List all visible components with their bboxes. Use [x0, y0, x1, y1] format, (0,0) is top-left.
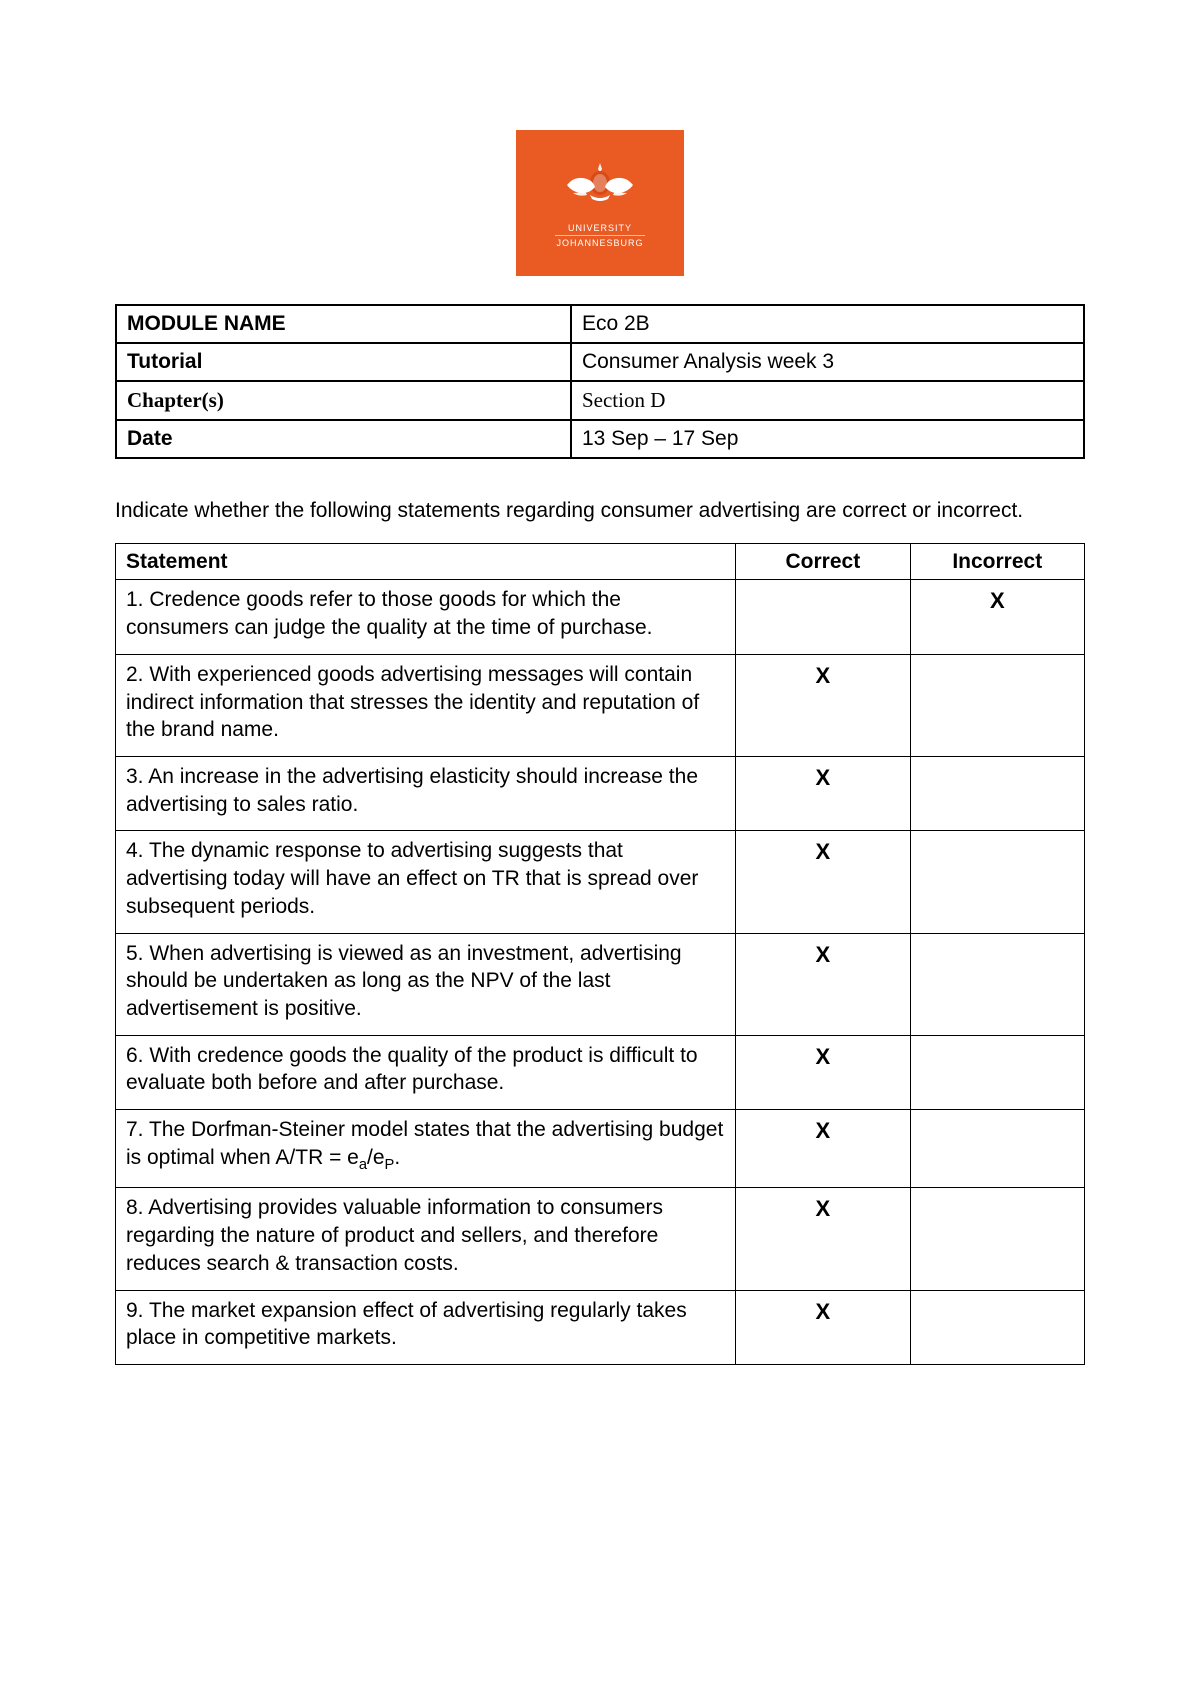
logo-divider	[555, 235, 645, 236]
incorrect-cell	[910, 831, 1084, 933]
statement-text: 7. The Dorfman-Steiner model states that…	[116, 1110, 736, 1188]
correct-cell: X	[736, 933, 910, 1035]
mark: X	[816, 663, 831, 688]
incorrect-cell	[910, 1110, 1084, 1188]
statement-row: 2. With experienced goods advertising me…	[116, 654, 1085, 756]
incorrect-cell	[910, 654, 1084, 756]
mark: X	[816, 1196, 831, 1221]
statement-text: 1. Credence goods refer to those goods f…	[116, 580, 736, 654]
incorrect-cell	[910, 756, 1084, 830]
info-row-chapter: Chapter(s) Section D	[116, 381, 1084, 420]
statement-text-part: /e	[367, 1146, 385, 1169]
info-value: Consumer Analysis week 3	[571, 343, 1084, 381]
mark: X	[816, 942, 831, 967]
statement-row: 5. When advertising is viewed as an inve…	[116, 933, 1085, 1035]
mark: X	[816, 1044, 831, 1069]
info-value: Eco 2B	[571, 305, 1084, 343]
incorrect-cell	[910, 1188, 1084, 1290]
statement-row: 1. Credence goods refer to those goods f…	[116, 580, 1085, 654]
info-row-tutorial: Tutorial Consumer Analysis week 3	[116, 343, 1084, 381]
module-info-table: MODULE NAME Eco 2B Tutorial Consumer Ana…	[115, 304, 1085, 459]
subscript: P	[385, 1157, 395, 1173]
statement-header-row: Statement Correct Incorrect	[116, 544, 1085, 580]
correct-cell	[736, 580, 910, 654]
statement-text: 2. With experienced goods advertising me…	[116, 654, 736, 756]
correct-cell: X	[736, 756, 910, 830]
statement-row: 3. An increase in the advertising elasti…	[116, 756, 1085, 830]
mark: X	[816, 1299, 831, 1324]
statement-text: 9. The market expansion effect of advert…	[116, 1290, 736, 1364]
info-value: 13 Sep – 17 Sep	[571, 420, 1084, 458]
correct-cell: X	[736, 831, 910, 933]
statement-row: 9. The market expansion effect of advert…	[116, 1290, 1085, 1364]
info-row-module: MODULE NAME Eco 2B	[116, 305, 1084, 343]
statement-row: 6. With credence goods the quality of th…	[116, 1035, 1085, 1109]
header-statement: Statement	[116, 544, 736, 580]
statement-text: 6. With credence goods the quality of th…	[116, 1035, 736, 1109]
statement-row: 7. The Dorfman-Steiner model states that…	[116, 1110, 1085, 1188]
header-incorrect: Incorrect	[910, 544, 1084, 580]
incorrect-cell	[910, 1035, 1084, 1109]
mark: X	[816, 765, 831, 790]
incorrect-cell: X	[910, 580, 1084, 654]
statement-text-part: 7. The Dorfman-Steiner model states that…	[126, 1118, 723, 1169]
instruction-text: Indicate whether the following statement…	[115, 497, 1085, 525]
correct-cell: X	[736, 1188, 910, 1290]
statement-text: 4. The dynamic response to advertising s…	[116, 831, 736, 933]
info-label: MODULE NAME	[116, 305, 571, 343]
correct-cell: X	[736, 1110, 910, 1188]
logo-emblem-icon	[516, 152, 684, 217]
statement-text: 8. Advertising provides valuable informa…	[116, 1188, 736, 1290]
header-correct: Correct	[736, 544, 910, 580]
logo-container: UNIVERSITY JOHANNESBURG	[115, 130, 1085, 276]
info-label: Chapter(s)	[116, 381, 571, 420]
correct-cell: X	[736, 1035, 910, 1109]
mark: X	[816, 1118, 831, 1143]
mark: X	[816, 839, 831, 864]
mark: X	[990, 588, 1005, 613]
statement-row: 8. Advertising provides valuable informa…	[116, 1188, 1085, 1290]
statement-row: 4. The dynamic response to advertising s…	[116, 831, 1085, 933]
logo-text-secondary: JOHANNESBURG	[516, 238, 684, 248]
incorrect-cell	[910, 1290, 1084, 1364]
info-row-date: Date 13 Sep – 17 Sep	[116, 420, 1084, 458]
statement-text: 3. An increase in the advertising elasti…	[116, 756, 736, 830]
info-label: Date	[116, 420, 571, 458]
logo-text-primary: UNIVERSITY	[516, 223, 684, 233]
university-logo: UNIVERSITY JOHANNESBURG	[516, 130, 684, 276]
statement-table: Statement Correct Incorrect 1. Credence …	[115, 543, 1085, 1365]
info-label: Tutorial	[116, 343, 571, 381]
info-value: Section D	[571, 381, 1084, 420]
correct-cell: X	[736, 654, 910, 756]
statement-text-part: .	[394, 1146, 400, 1169]
incorrect-cell	[910, 933, 1084, 1035]
subscript: a	[359, 1157, 367, 1173]
statement-text: 5. When advertising is viewed as an inve…	[116, 933, 736, 1035]
correct-cell: X	[736, 1290, 910, 1364]
